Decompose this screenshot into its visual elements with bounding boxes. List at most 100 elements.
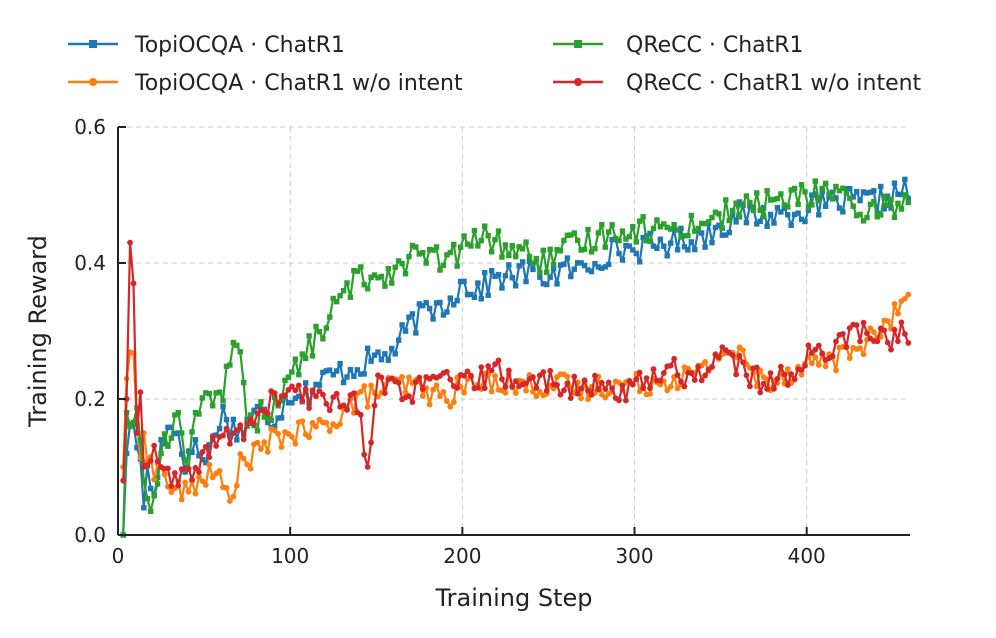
data-point xyxy=(302,386,309,392)
data-point xyxy=(475,280,481,286)
data-point xyxy=(130,280,137,287)
data-point xyxy=(488,249,495,255)
data-point xyxy=(901,331,908,337)
data-point xyxy=(485,292,491,298)
data-point xyxy=(237,349,243,355)
data-point xyxy=(881,327,888,334)
data-point xyxy=(891,214,898,221)
data-point xyxy=(337,292,343,299)
data-point xyxy=(437,267,443,273)
data-point xyxy=(199,456,206,463)
legend-entry-qrecc-wo-intent: QReCC · ChatR1 w/o intent xyxy=(553,71,922,96)
data-point xyxy=(209,403,216,409)
data-point xyxy=(447,249,453,256)
data-point xyxy=(292,440,299,447)
data-point xyxy=(888,196,894,203)
data-point xyxy=(895,191,901,197)
data-point xyxy=(595,386,602,393)
data-point xyxy=(509,274,515,281)
x-tick-label: 300 xyxy=(615,544,653,568)
data-point xyxy=(674,385,681,392)
data-point xyxy=(178,496,185,503)
data-point xyxy=(330,295,336,302)
data-point xyxy=(598,379,605,386)
data-point xyxy=(599,265,605,272)
data-point xyxy=(822,180,829,187)
data-point xyxy=(120,477,127,484)
data-point xyxy=(258,399,264,405)
data-point xyxy=(313,323,319,330)
data-point xyxy=(316,382,323,388)
data-point xyxy=(302,355,309,362)
data-point xyxy=(643,375,650,382)
data-point xyxy=(561,261,567,267)
data-point xyxy=(382,351,388,357)
data-point xyxy=(161,441,168,447)
data-point xyxy=(409,311,416,317)
data-point xyxy=(323,419,330,426)
data-point xyxy=(764,223,770,229)
data-point xyxy=(358,264,364,270)
data-point xyxy=(199,395,206,401)
data-point xyxy=(416,251,423,257)
data-point xyxy=(433,382,440,389)
data-point xyxy=(778,191,784,197)
data-point xyxy=(867,189,874,195)
data-point xyxy=(575,237,581,244)
data-point xyxy=(829,353,836,360)
data-point xyxy=(499,376,505,382)
data-point xyxy=(381,390,388,397)
data-point xyxy=(461,372,467,379)
data-point xyxy=(774,204,781,211)
data-point xyxy=(141,505,147,511)
data-point xyxy=(223,416,230,423)
data-point xyxy=(767,211,774,218)
data-point xyxy=(564,255,571,261)
data-point xyxy=(554,247,560,253)
data-point xyxy=(547,367,554,374)
data-point xyxy=(850,194,856,200)
data-point xyxy=(296,371,302,378)
data-point xyxy=(516,263,522,269)
data-point xyxy=(389,345,395,352)
data-point xyxy=(495,228,502,234)
data-point xyxy=(240,455,247,462)
data-point xyxy=(853,212,860,219)
data-point xyxy=(633,239,639,245)
data-point xyxy=(454,298,460,304)
data-point xyxy=(829,196,836,202)
data-point xyxy=(364,345,371,352)
data-point xyxy=(798,182,805,188)
data-point xyxy=(440,389,447,395)
data-point xyxy=(264,449,271,455)
data-point xyxy=(354,367,361,373)
data-point xyxy=(478,364,485,371)
legend-label-qrecc-wo-intent: QReCC · ChatR1 w/o intent xyxy=(626,71,922,96)
data-point xyxy=(357,411,364,418)
legend-label-topiocqa-wo-intent: TopiOCQA · ChatR1 w/o intent xyxy=(134,71,463,96)
data-point xyxy=(905,340,912,346)
data-point xyxy=(815,362,822,368)
data-point xyxy=(681,383,688,390)
data-point xyxy=(192,464,199,471)
data-point xyxy=(371,352,378,358)
data-point xyxy=(836,187,843,194)
data-point xyxy=(223,484,230,491)
data-point xyxy=(158,437,164,443)
data-point xyxy=(492,372,498,379)
series-2 xyxy=(120,178,911,538)
data-point xyxy=(609,236,615,243)
data-point xyxy=(602,386,609,392)
data-point xyxy=(361,383,368,389)
data-point xyxy=(667,226,674,232)
data-point xyxy=(482,223,488,229)
data-point xyxy=(902,176,908,183)
data-point xyxy=(288,383,295,390)
data-point xyxy=(320,369,326,376)
data-point xyxy=(213,390,219,396)
data-point xyxy=(550,385,557,392)
data-point xyxy=(771,220,777,226)
data-point xyxy=(196,474,202,480)
data-point xyxy=(544,269,550,275)
